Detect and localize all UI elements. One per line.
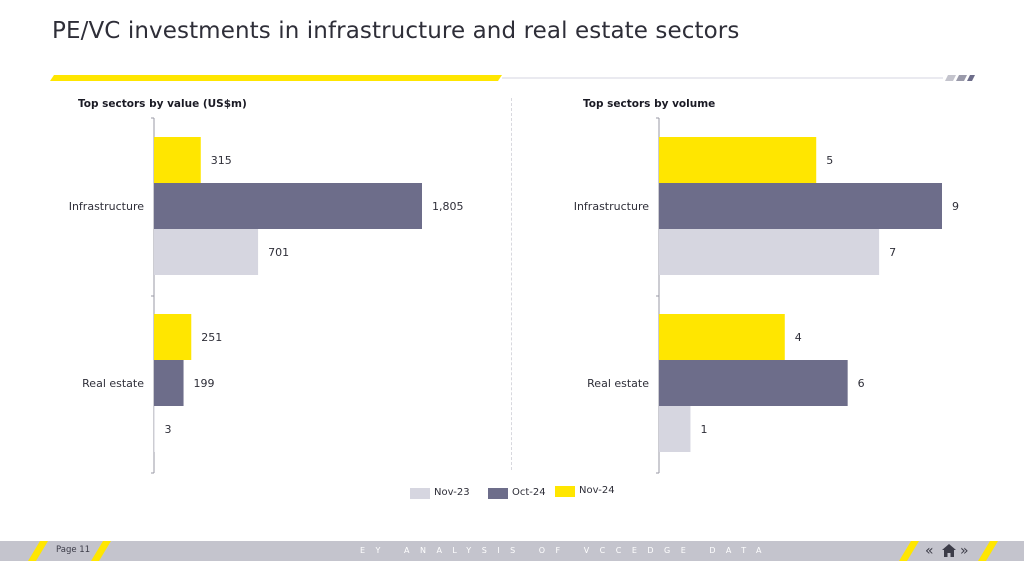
category-label-real-estate: Real estate [587,377,649,390]
title-rule-mark-1 [945,75,956,81]
bar-real-estate-oct-24 [154,360,184,406]
legend-label-nov-24: Nov-24 [579,485,615,496]
bar-real-estate-nov-24 [154,314,192,360]
footer-slash-left-1 [28,541,48,561]
chart-title-volume: Top sectors by volume [583,98,716,110]
home-icon[interactable] [942,544,956,557]
title-rule [50,75,975,81]
chart-divider [511,98,512,470]
legend-label-nov-23: Nov-23 [434,487,470,498]
bar-real-estate-nov-23 [659,406,691,452]
category-label-infrastructure: Infrastructure [69,200,145,213]
title-rule-mark-3 [967,75,975,81]
volume-bar-chart: 5 9 7 Infrastructure 4 6 1 Real estate [574,117,959,474]
footer-source-text: EY ANALYSIS OF VCCEDGE DATA [360,546,772,555]
bar-infrastructure-oct-24 [659,183,942,229]
data-label-real-estate-nov-23: 3 [164,423,171,436]
legend-swatch-nov-24 [555,486,575,497]
page-title: PE/VC investments in infrastructure and … [52,18,740,44]
data-label-infrastructure-nov-24: 315 [211,154,232,167]
title-rule-mark-2 [956,75,967,81]
footer-slash-left-2 [91,541,111,561]
page-number: Page 11 [56,545,91,555]
bar-infrastructure-nov-23 [659,229,880,275]
double-chevron-right-icon[interactable]: » [960,543,969,559]
bar-real-estate-oct-24 [659,360,848,406]
data-label-real-estate-oct-24: 6 [858,377,865,390]
value-bar-chart: 315 1,805 701 Infrastructure 251 199 3 Real est… [69,117,464,474]
data-label-infrastructure-oct-24: 1,805 [432,200,464,213]
data-label-real-estate-nov-24: 4 [795,331,802,344]
title-rule-accent [50,75,502,81]
data-label-infrastructure-nov-23: 7 [889,246,896,259]
chart-title-value: Top sectors by value (US$m) [78,98,247,110]
data-label-infrastructure-nov-23: 701 [268,246,289,259]
category-label-infrastructure: Infrastructure [574,200,650,213]
data-label-real-estate-nov-24: 251 [201,331,222,344]
bar-infrastructure-nov-24 [659,137,817,183]
data-label-infrastructure-nov-24: 5 [826,154,833,167]
data-label-infrastructure-oct-24: 9 [952,200,959,213]
legend-label-oct-24: Oct-24 [512,487,546,498]
data-label-real-estate-nov-23: 1 [700,423,707,436]
footer-decoration [28,541,998,561]
data-label-real-estate-oct-24: 199 [194,377,215,390]
category-label-real-estate: Real estate [82,377,144,390]
legend-swatch-oct-24 [488,488,508,499]
page-footer: Page 11 EY ANALYSIS OF VCCEDGE DATA « » [0,541,1024,561]
footer-slash-right-1 [899,541,919,561]
footer-slash-right-2 [978,541,998,561]
bar-infrastructure-nov-24 [154,137,201,183]
double-chevron-left-icon[interactable]: « [925,543,934,559]
legend-swatch-nov-23 [410,488,430,499]
bar-infrastructure-nov-23 [154,229,259,275]
bar-infrastructure-oct-24 [154,183,422,229]
bar-real-estate-nov-24 [659,314,785,360]
